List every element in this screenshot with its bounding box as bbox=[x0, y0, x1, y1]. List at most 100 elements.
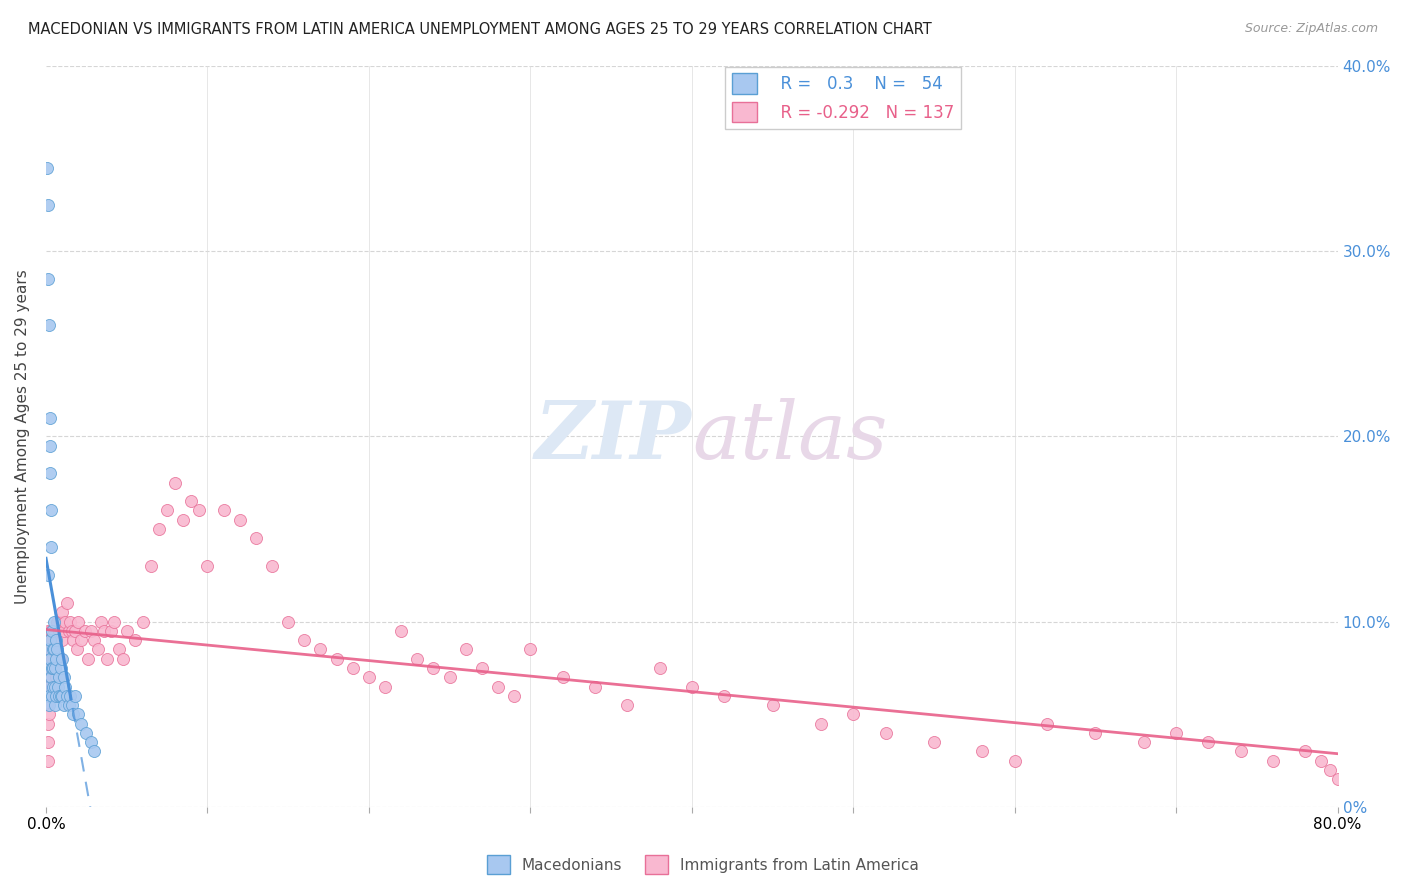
Point bbox=[48, 624, 70, 638]
Point bbox=[681, 680, 703, 694]
Point bbox=[66, 642, 89, 657]
Point bbox=[45, 670, 67, 684]
Point bbox=[45, 689, 67, 703]
Point bbox=[1084, 726, 1107, 740]
Point bbox=[60, 624, 83, 638]
Point bbox=[37, 568, 59, 582]
Point bbox=[86, 642, 108, 657]
Point bbox=[37, 735, 59, 749]
Point bbox=[53, 680, 76, 694]
Point bbox=[37, 716, 59, 731]
Point bbox=[713, 689, 735, 703]
Point bbox=[63, 689, 86, 703]
Point bbox=[37, 661, 59, 675]
Point bbox=[67, 615, 90, 629]
Point bbox=[1004, 754, 1026, 768]
Point bbox=[260, 559, 283, 574]
Point bbox=[41, 633, 63, 648]
Point bbox=[292, 633, 315, 648]
Point bbox=[53, 698, 76, 712]
Point bbox=[1310, 754, 1333, 768]
Point bbox=[422, 661, 444, 675]
Point bbox=[90, 615, 112, 629]
Point bbox=[124, 633, 146, 648]
Point bbox=[42, 624, 65, 638]
Point bbox=[44, 680, 66, 694]
Point bbox=[139, 559, 162, 574]
Point bbox=[73, 624, 96, 638]
Point bbox=[38, 670, 60, 684]
Point bbox=[41, 651, 63, 665]
Point bbox=[112, 651, 135, 665]
Point bbox=[810, 716, 832, 731]
Point bbox=[45, 633, 67, 648]
Point bbox=[503, 689, 526, 703]
Point bbox=[325, 651, 347, 665]
Point bbox=[454, 642, 477, 657]
Point bbox=[39, 651, 62, 665]
Point bbox=[42, 689, 65, 703]
Point bbox=[49, 689, 72, 703]
Point bbox=[37, 161, 59, 175]
Point bbox=[62, 707, 84, 722]
Y-axis label: Unemployment Among Ages 25 to 29 years: Unemployment Among Ages 25 to 29 years bbox=[15, 268, 30, 604]
Point bbox=[1294, 744, 1316, 758]
Point bbox=[59, 615, 82, 629]
Point bbox=[41, 661, 63, 675]
Point bbox=[60, 698, 83, 712]
Point bbox=[93, 624, 115, 638]
Point bbox=[37, 754, 59, 768]
Point bbox=[1229, 744, 1251, 758]
Point bbox=[42, 642, 65, 657]
Point bbox=[39, 503, 62, 517]
Point bbox=[439, 670, 461, 684]
Point bbox=[583, 680, 606, 694]
Point bbox=[212, 503, 235, 517]
Point bbox=[1166, 726, 1188, 740]
Point bbox=[46, 642, 69, 657]
Point bbox=[1319, 763, 1341, 777]
Point bbox=[100, 624, 122, 638]
Point bbox=[62, 633, 84, 648]
Point bbox=[37, 698, 59, 712]
Point bbox=[1133, 735, 1156, 749]
Point bbox=[58, 698, 80, 712]
Text: Source: ZipAtlas.com: Source: ZipAtlas.com bbox=[1244, 22, 1378, 36]
Point bbox=[37, 661, 59, 675]
Point bbox=[46, 680, 69, 694]
Point bbox=[115, 624, 138, 638]
Point bbox=[38, 318, 60, 332]
Point bbox=[1261, 754, 1284, 768]
Legend: Macedonians, Immigrants from Latin America: Macedonians, Immigrants from Latin Ameri… bbox=[481, 849, 925, 880]
Point bbox=[80, 624, 103, 638]
Point bbox=[245, 531, 267, 545]
Point bbox=[48, 670, 70, 684]
Point bbox=[63, 624, 86, 638]
Point bbox=[41, 541, 63, 555]
Point bbox=[37, 624, 59, 638]
Point bbox=[49, 661, 72, 675]
Point bbox=[70, 716, 93, 731]
Point bbox=[38, 689, 60, 703]
Point bbox=[42, 661, 65, 675]
Point bbox=[37, 271, 59, 285]
Point bbox=[67, 707, 90, 722]
Point bbox=[342, 661, 364, 675]
Point bbox=[180, 494, 202, 508]
Point bbox=[45, 651, 67, 665]
Point bbox=[616, 698, 638, 712]
Point bbox=[39, 661, 62, 675]
Point bbox=[148, 522, 170, 536]
Point bbox=[56, 596, 79, 610]
Point bbox=[38, 439, 60, 453]
Point bbox=[197, 559, 219, 574]
Point bbox=[38, 698, 60, 712]
Point bbox=[42, 615, 65, 629]
Point bbox=[39, 680, 62, 694]
Point bbox=[37, 680, 59, 694]
Point bbox=[42, 661, 65, 675]
Point bbox=[38, 651, 60, 665]
Point bbox=[875, 726, 897, 740]
Point bbox=[648, 661, 671, 675]
Point bbox=[132, 615, 155, 629]
